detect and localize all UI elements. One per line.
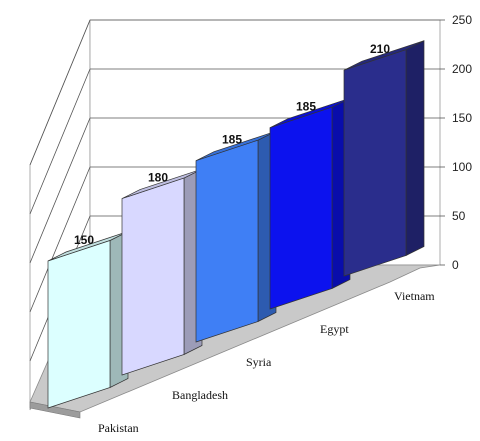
category-label: Bangladesh [172, 388, 228, 402]
gridline-side [29, 166, 91, 313]
bar-side [405, 40, 425, 257]
bar-front [47, 240, 111, 409]
bars [47, 40, 425, 409]
y-tick-label: 150 [452, 111, 472, 125]
data-label: 150 [74, 233, 94, 247]
gridline-side [29, 68, 91, 215]
y-tick-label: 250 [452, 13, 472, 27]
y-tick-label: 50 [452, 209, 466, 223]
category-label: Egypt [320, 322, 349, 336]
y-tick-label: 0 [452, 258, 459, 272]
category-label: Syria [246, 355, 272, 369]
gridline-side [29, 19, 91, 166]
floor-edge [29, 401, 81, 419]
data-label: 185 [222, 133, 242, 147]
x-axis-labels: Pakistan Bangladesh Syria Egypt Vietnam [98, 289, 435, 435]
data-label: 180 [148, 171, 168, 185]
data-label: 185 [296, 100, 316, 114]
bar-front [343, 49, 407, 277]
y-tick-label: 100 [452, 160, 472, 174]
bar-front [195, 139, 259, 343]
y-axis-ticks: 0 50 100 150 200 250 [440, 13, 472, 272]
y-tick-label: 200 [452, 62, 472, 76]
bar-front [121, 177, 185, 376]
bar-front [269, 106, 333, 310]
gridline-side [29, 117, 91, 264]
data-labels: 150 180 185 185 210 [74, 42, 390, 247]
category-label: Pakistan [98, 421, 139, 435]
data-label: 210 [370, 42, 390, 56]
category-label: Vietnam [394, 289, 435, 303]
